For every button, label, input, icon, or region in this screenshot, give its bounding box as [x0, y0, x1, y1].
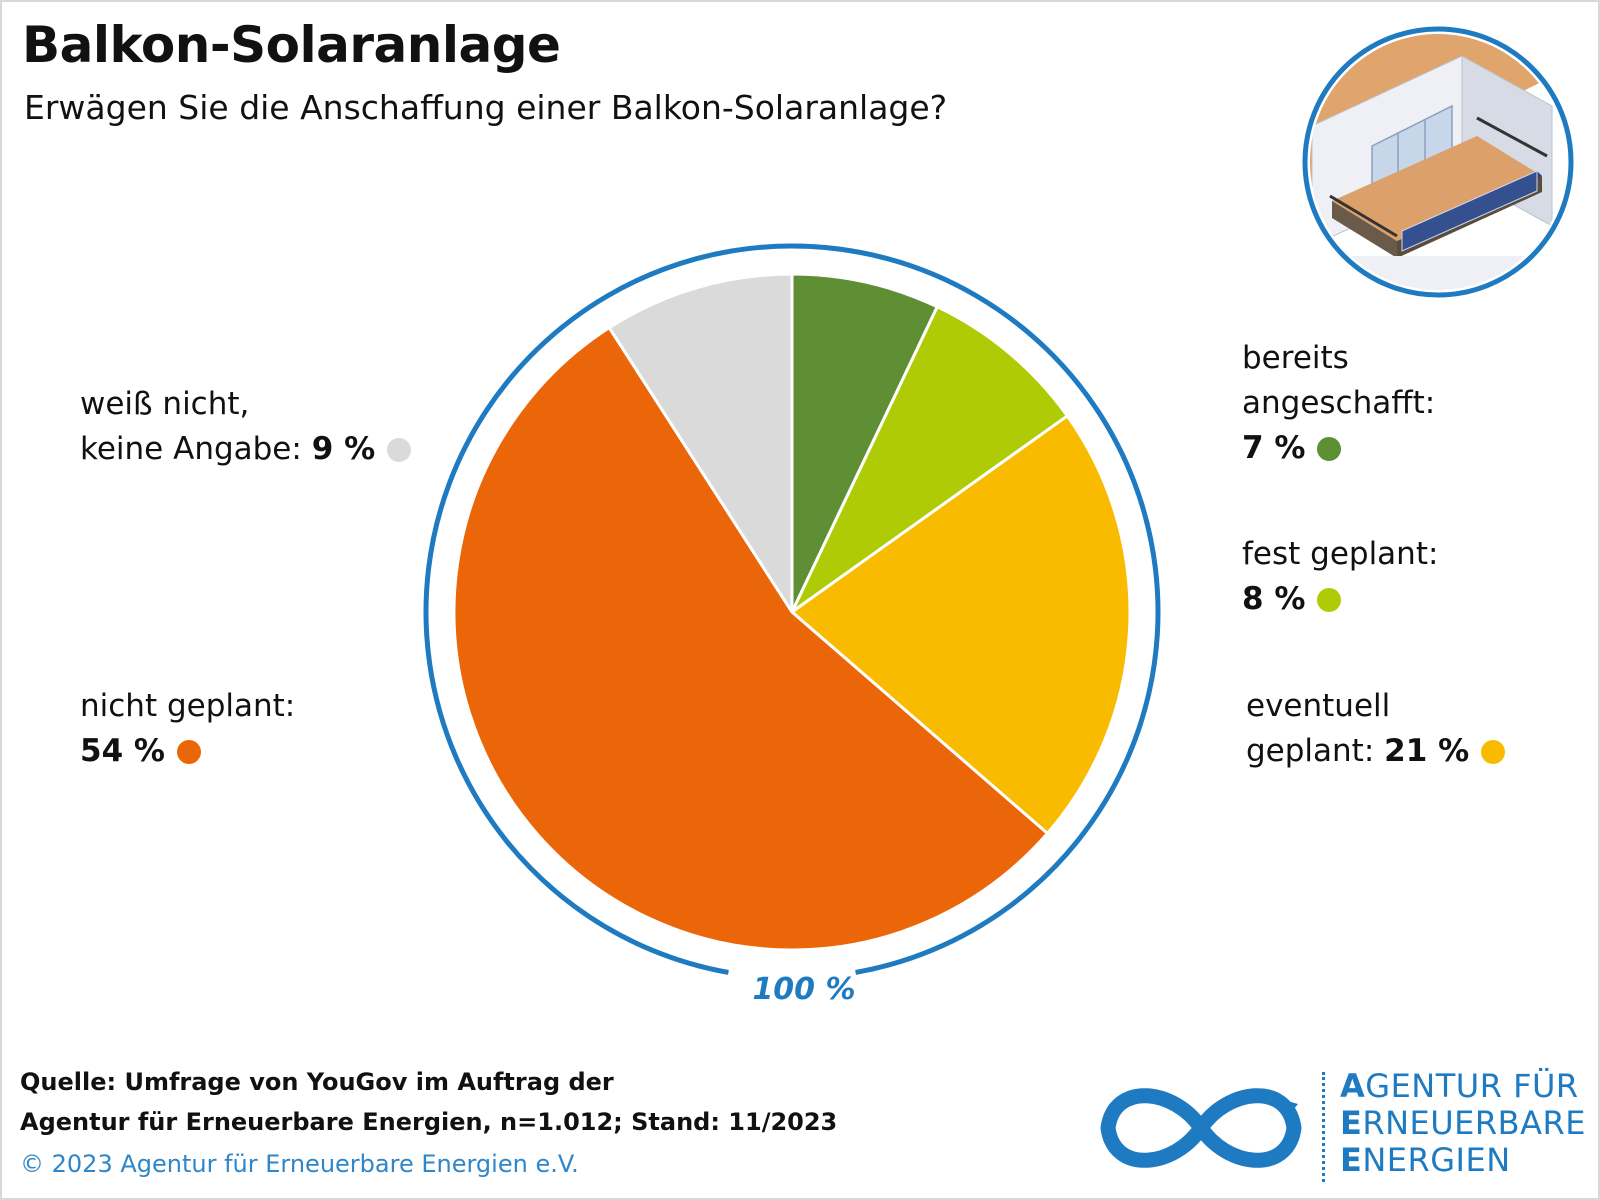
chart-title: Balkon-Solaranlage	[22, 16, 561, 74]
value-nicht-geplant: 54 %	[80, 733, 165, 769]
label-eventuell-geplant: eventuell geplant: 21 %	[1246, 684, 1506, 774]
label-bereits-angeschafft: bereits angeschafft: 7 %	[1242, 340, 1436, 466]
source-note: Quelle: Umfrage von YouGov im Auftrag de…	[20, 1068, 838, 1136]
pie-slice-4	[607, 272, 794, 614]
legend-dot-fest-geplant	[1317, 588, 1342, 612]
infinity-logo-icon	[1100, 1088, 1302, 1168]
value-fest-geplant: 8 %	[1242, 581, 1306, 617]
pie-slice-1	[790, 305, 1069, 614]
total-ring-arc	[423, 243, 1161, 975]
chart-subtitle: Erwägen Sie die Anschaffung einer Balkon…	[24, 88, 948, 127]
copyright-note: © 2023 Agentur für Erneuerbare Energien …	[20, 1150, 579, 1178]
value-bereits-angeschafft: 7 %	[1242, 430, 1306, 466]
logo-wordmark: AGENTUR FÜR ERNEUERBARE ENERGIEN	[1340, 1067, 1586, 1179]
total-ring	[423, 243, 1161, 975]
value-weiss-nicht: 9 %	[311, 431, 376, 467]
legend-dot-eventuell-geplant	[1481, 740, 1506, 764]
value-eventuell-geplant: 21 %	[1384, 733, 1470, 769]
pie-slices	[452, 272, 1132, 952]
label-weiss-nicht: weiß nicht, keine Angabe: 9 %	[80, 382, 412, 472]
pie-slice-2	[790, 414, 1132, 835]
total-label: 100 %	[752, 972, 856, 1007]
pie-slice-3	[452, 326, 1049, 952]
balcony-solar-building-icon	[1302, 26, 1574, 298]
pie-slice-0	[790, 272, 939, 614]
legend-dot-nicht-geplant	[177, 740, 201, 764]
label-nicht-geplant: nicht geplant: 54 %	[80, 688, 296, 769]
logo-separator	[1322, 1072, 1325, 1182]
legend-dot-weiss-nicht	[387, 438, 412, 462]
label-fest-geplant: fest geplant: 8 %	[1242, 536, 1439, 617]
legend-dot-bereits-angeschafft	[1317, 437, 1342, 461]
